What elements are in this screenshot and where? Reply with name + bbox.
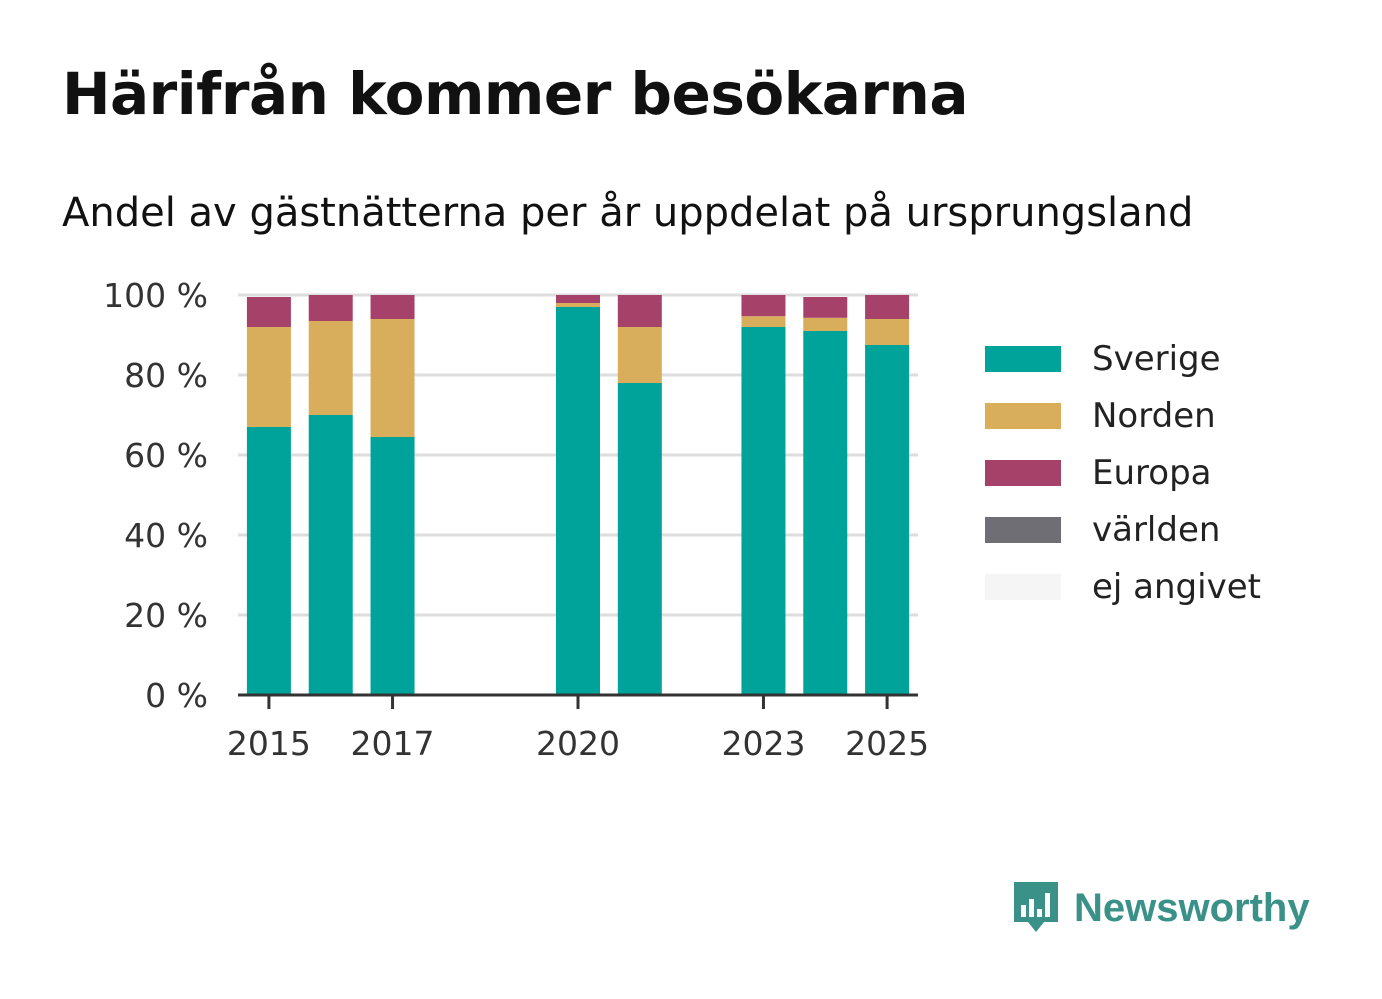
legend-swatch xyxy=(985,573,1061,600)
bar-segment xyxy=(370,295,415,319)
x-tick-label: 2025 xyxy=(845,724,929,763)
legend-swatch xyxy=(985,402,1061,429)
legend-label: Sverige xyxy=(1092,338,1221,379)
bar-segment xyxy=(370,319,415,437)
y-tick-label: 40 % xyxy=(124,516,208,555)
bar-segment xyxy=(803,297,848,318)
legend-label: Europa xyxy=(1092,452,1212,493)
bar-segment xyxy=(865,295,910,319)
legend-item: Europa xyxy=(985,444,1261,501)
chart-subtitle: Andel av gästnätterna per år uppdelat på… xyxy=(62,190,1194,236)
legend-label: ej angivet xyxy=(1092,566,1261,607)
bar-segment xyxy=(556,307,600,695)
y-tick-label: 60 % xyxy=(124,436,208,475)
bar-segment xyxy=(308,295,353,321)
legend-item: Sverige xyxy=(985,330,1261,387)
legend-label: världen xyxy=(1092,509,1221,550)
x-tick-label: 2023 xyxy=(721,724,805,763)
chart-title: Härifrån kommer besökarna xyxy=(62,60,968,128)
y-tick-label: 20 % xyxy=(124,596,208,635)
bar-segment xyxy=(741,295,786,317)
bar-segment xyxy=(246,297,291,327)
y-tick-label: 80 % xyxy=(124,356,208,395)
bar-segment xyxy=(246,427,291,695)
legend-swatch xyxy=(985,345,1061,372)
legend: Sverige Norden Europa världen ej angivet xyxy=(985,330,1261,615)
bar-segment xyxy=(741,327,786,695)
legend-label: Norden xyxy=(1092,395,1216,436)
bar-segment xyxy=(803,317,848,331)
legend-swatch xyxy=(985,459,1061,486)
axes: 0 % 20 % 40 % 60 % 80 % 100 % 2015 2017 2020 2023… xyxy=(103,276,929,763)
bars xyxy=(246,295,910,695)
bar-segment xyxy=(865,319,910,345)
bar-segment xyxy=(370,437,415,695)
bar-segment xyxy=(308,321,353,415)
legend-item: Norden xyxy=(985,387,1261,444)
bar-segment xyxy=(803,331,848,695)
legend-item: ej angivet xyxy=(985,558,1261,615)
x-tick-label: 2020 xyxy=(536,724,620,763)
legend-swatch xyxy=(985,516,1061,543)
x-tick-label: 2015 xyxy=(227,724,311,763)
y-tick-label: 100 % xyxy=(103,276,208,315)
bar-segment xyxy=(556,303,600,307)
bar-segment xyxy=(308,415,353,695)
bar-segment xyxy=(556,295,600,303)
bar-segment xyxy=(617,327,662,383)
y-tick-label: 0 % xyxy=(145,676,208,715)
legend-item: världen xyxy=(985,501,1261,558)
newsworthy-logo-icon xyxy=(1014,882,1058,932)
bar-segment xyxy=(617,295,662,327)
bar-segment xyxy=(617,383,662,695)
bar-segment xyxy=(865,345,910,695)
x-tick-label: 2017 xyxy=(351,724,435,763)
brand-name: Newsworthy xyxy=(1074,885,1310,930)
newsworthy-logo: Newsworthy xyxy=(1010,878,1310,938)
bar-segment xyxy=(741,316,786,327)
bar-segment xyxy=(246,327,291,427)
